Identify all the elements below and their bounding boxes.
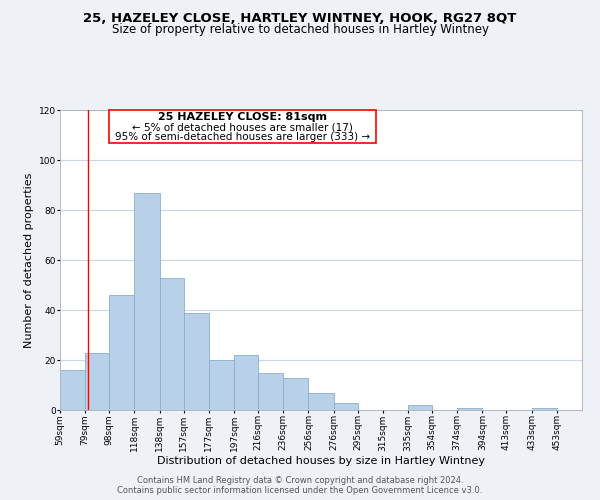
Text: 25, HAZELEY CLOSE, HARTLEY WINTNEY, HOOK, RG27 8QT: 25, HAZELEY CLOSE, HARTLEY WINTNEY, HOOK… [83,12,517,26]
Bar [457,408,482,410]
Bar [258,372,283,410]
Bar [334,402,358,410]
Bar [209,360,234,410]
Bar [160,278,184,410]
Bar [134,192,160,410]
Bar [532,408,557,410]
Text: Size of property relative to detached houses in Hartley Wintney: Size of property relative to detached ho… [112,22,488,36]
Text: ← 5% of detached houses are smaller (17): ← 5% of detached houses are smaller (17) [133,122,353,132]
Bar [60,370,85,410]
Bar [85,352,109,410]
Text: Contains HM Land Registry data © Crown copyright and database right 2024.: Contains HM Land Registry data © Crown c… [137,476,463,485]
Bar [283,378,308,410]
Y-axis label: Number of detached properties: Number of detached properties [25,172,34,348]
X-axis label: Distribution of detached houses by size in Hartley Wintney: Distribution of detached houses by size … [157,456,485,466]
Bar [408,405,432,410]
Bar [184,312,209,410]
Bar [234,355,258,410]
Bar [109,295,134,410]
Text: 95% of semi-detached houses are larger (333) →: 95% of semi-detached houses are larger (… [115,132,370,142]
Text: 25 HAZELEY CLOSE: 81sqm: 25 HAZELEY CLOSE: 81sqm [158,112,328,122]
FancyBboxPatch shape [109,110,376,142]
Text: Contains public sector information licensed under the Open Government Licence v3: Contains public sector information licen… [118,486,482,495]
Bar [308,392,334,410]
